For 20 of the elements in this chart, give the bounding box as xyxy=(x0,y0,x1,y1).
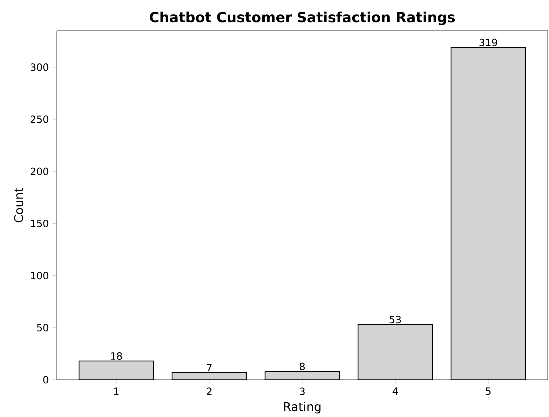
x-tick-label: 5 xyxy=(486,388,491,396)
y-tick-label: 200 xyxy=(30,168,49,176)
y-tick-label: 150 xyxy=(31,220,49,228)
y-tick-label: 100 xyxy=(31,272,49,280)
data-label: 319 xyxy=(480,38,498,46)
y-tick-label: 0 xyxy=(44,376,49,384)
x-tick-label: 1 xyxy=(114,388,119,396)
data-label: 53 xyxy=(390,316,402,324)
x-tick-label: 4 xyxy=(392,388,398,396)
x-tick-label: 3 xyxy=(300,388,305,396)
y-axis-title: Count xyxy=(14,188,24,223)
x-axis-title: Rating xyxy=(284,402,321,414)
chart-title: Chatbot Customer Satisfaction Ratings xyxy=(150,12,456,26)
data-label: 8 xyxy=(300,362,305,370)
y-tick-label: 250 xyxy=(30,116,49,124)
data-label: 7 xyxy=(207,364,212,372)
y-tick-label: 50 xyxy=(37,324,49,332)
x-tick-label: 2 xyxy=(207,388,212,396)
y-tick-label: 300 xyxy=(30,64,49,72)
data-label: 18 xyxy=(111,352,122,360)
